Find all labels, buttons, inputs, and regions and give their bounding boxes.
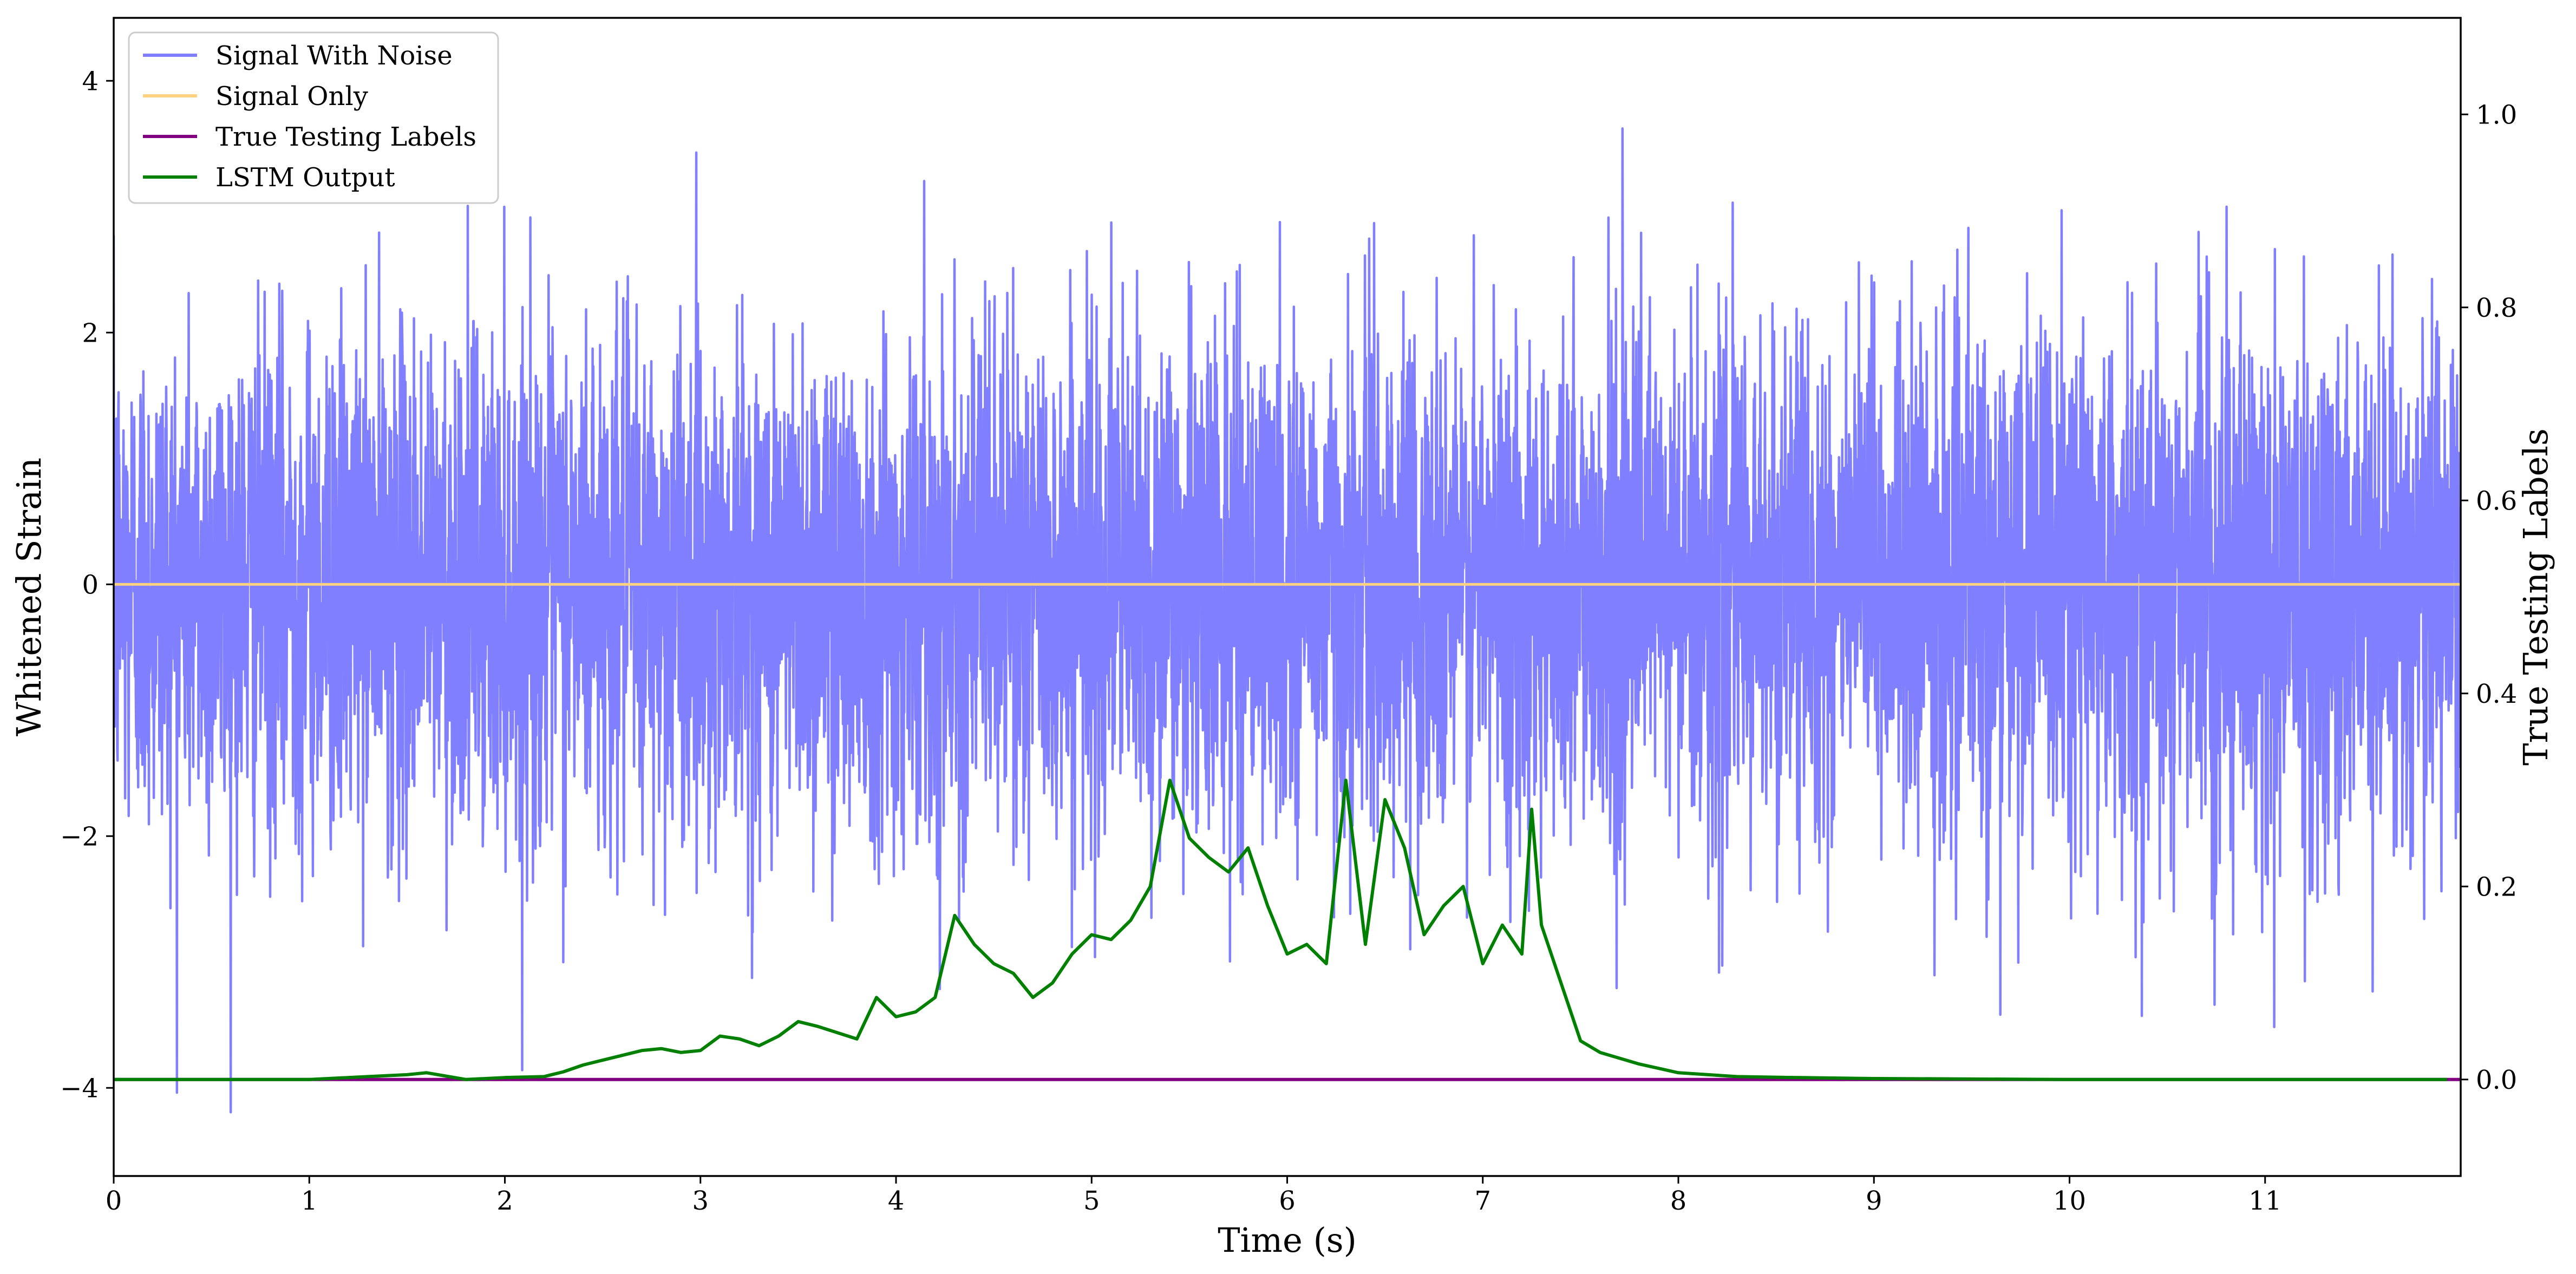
plot-area	[114, 127, 2461, 1114]
x-tick-label: 4	[888, 1186, 905, 1216]
x-tick-label: 8	[1670, 1186, 1687, 1216]
y-right-tick-label: 0.8	[2476, 293, 2517, 323]
x-tick-label: 10	[2053, 1186, 2086, 1216]
x-tick-label: 5	[1083, 1186, 1100, 1216]
plot-clip-group	[114, 127, 2461, 1114]
y-left-tick-label: −4	[60, 1073, 99, 1103]
x-axis-label: Time (s)	[1218, 1220, 1357, 1260]
y-right-tick-label: 0.6	[2476, 486, 2517, 516]
x-tick-label: 0	[106, 1186, 122, 1216]
legend-label: LSTM Output	[215, 162, 395, 193]
x-tick-label: 2	[496, 1186, 513, 1216]
y-right-tick-label: 1.0	[2476, 100, 2517, 130]
y-left-tick-label: 0	[82, 570, 99, 600]
y-right-tick-label: 0.4	[2476, 679, 2517, 709]
legend-label: Signal With Noise	[215, 41, 453, 71]
y-right-axis-label: True Testing Labels	[2516, 428, 2555, 766]
x-tick-label: 3	[692, 1186, 709, 1216]
legend: Signal With Noise Signal Only True Testing…	[128, 31, 499, 204]
legend-label: Signal Only	[215, 81, 368, 112]
legend-label: True Testing Labels	[215, 122, 476, 152]
y-left-axis-label: Whitened Strain	[9, 458, 49, 736]
y-right-tick-label: 0.0	[2476, 1065, 2517, 1095]
legend-box	[128, 31, 499, 204]
x-tick-label: 6	[1279, 1186, 1296, 1216]
series-lstm-output	[114, 779, 2447, 1081]
y-left-tick-label: 4	[82, 66, 99, 96]
x-tick-label: 11	[2248, 1186, 2281, 1216]
axes: 0 1 2 3 4 5 6 7 8 9 10 11 4 2 0 −2 −4 1.0 0.8 0.6 0.4 0.2 0.0 T…	[9, 17, 2555, 1260]
y-right-tick-label: 0.2	[2476, 872, 2517, 902]
y-left-tick-label: −2	[60, 821, 99, 852]
x-tick-label: 9	[1866, 1186, 1882, 1216]
series-signal-with-noise	[114, 127, 2461, 1114]
y-left-tick-label: 2	[82, 318, 99, 348]
x-tick-label: 1	[301, 1186, 318, 1216]
x-tick-label: 7	[1474, 1186, 1491, 1216]
